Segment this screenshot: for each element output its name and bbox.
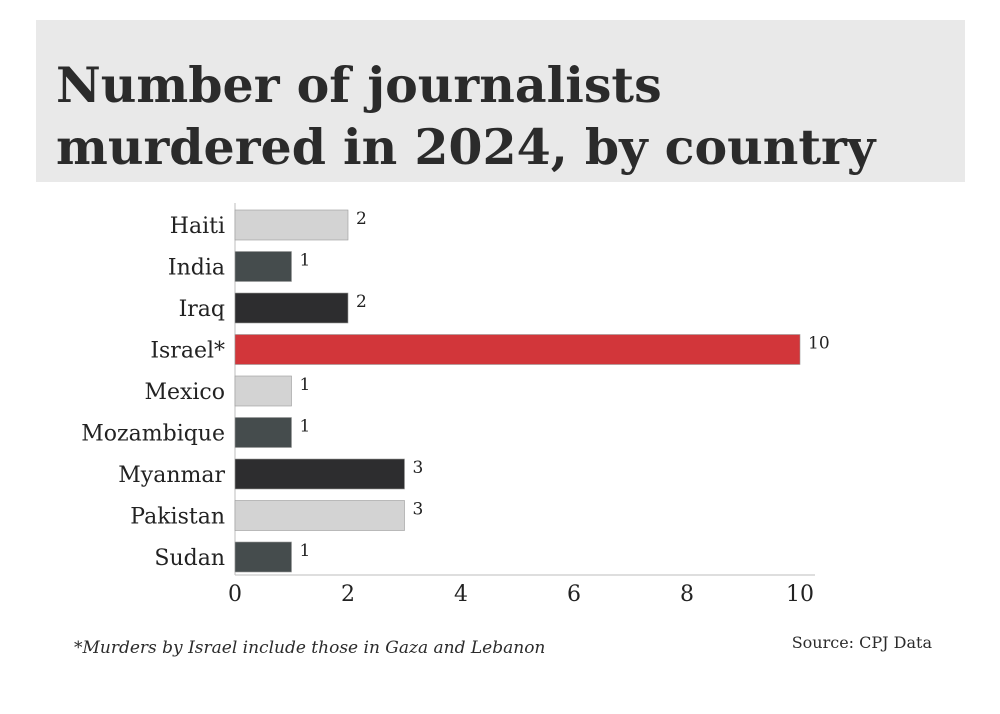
chart-title: Number of journalists murdered in 2024, … — [56, 56, 876, 176]
title-banner: Number of journalists murdered in 2024, … — [36, 20, 965, 182]
category-label: Pakistan — [130, 505, 225, 530]
bar-mozambique — [234, 417, 292, 448]
bar-iraq — [234, 292, 349, 324]
x-tick-label: 8 — [680, 582, 694, 607]
category-label: Iraq — [179, 297, 225, 322]
data-label: 1 — [300, 541, 311, 561]
bar-pakistan — [234, 500, 405, 531]
bar-haiti — [234, 209, 349, 241]
category-label: Sudan — [154, 546, 225, 571]
data-label: 2 — [356, 209, 367, 229]
bar-sudan — [234, 541, 292, 573]
data-label: 1 — [300, 417, 311, 437]
bar-israel — [234, 334, 801, 365]
bar-india — [234, 251, 292, 282]
category-label: Israel* — [150, 339, 225, 364]
data-label: 3 — [413, 500, 424, 520]
bar-myanmar — [234, 458, 405, 490]
footnote: *Murders by Israel include those in Gaza… — [74, 638, 546, 658]
data-label: 3 — [413, 458, 424, 478]
category-label: Myanmar — [118, 463, 225, 488]
x-tick-label: 6 — [567, 582, 581, 607]
x-tick-label: 0 — [228, 582, 242, 607]
category-label: India — [168, 256, 225, 281]
x-tick-label: 10 — [786, 582, 814, 607]
data-label: 1 — [300, 375, 311, 395]
category-label: Haiti — [170, 214, 225, 239]
data-label: 1 — [300, 251, 311, 271]
x-tick-label: 2 — [341, 582, 355, 607]
bar-mexico — [234, 375, 292, 407]
x-tick-label: 4 — [454, 582, 468, 607]
data-label: 2 — [356, 292, 367, 312]
source-note: Source: CPJ Data — [791, 633, 932, 652]
category-label: Mozambique — [81, 422, 225, 447]
data-label: 10 — [808, 334, 830, 354]
category-label: Mexico — [144, 380, 225, 405]
